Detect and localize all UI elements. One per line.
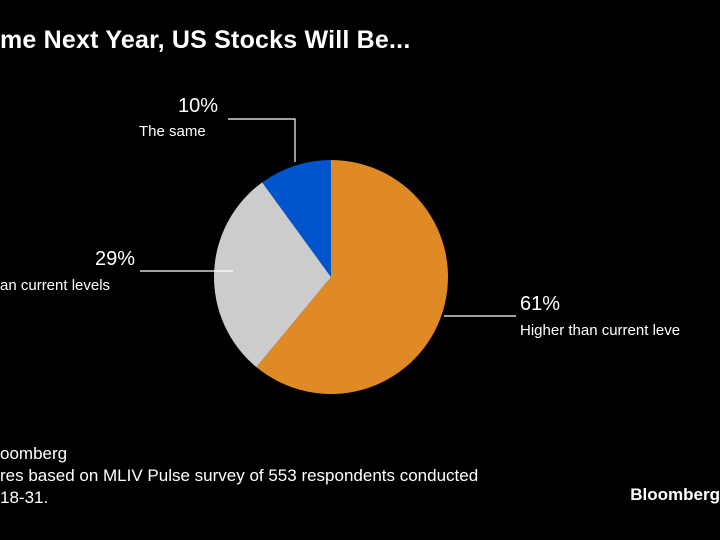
pie-slice-2 [262, 160, 331, 277]
chart-title: me Next Year, US Stocks Will Be... [0, 26, 411, 54]
footer: oomberg res based on MLIV Pulse survey o… [0, 443, 478, 509]
data-label-the-same-name: The same [139, 123, 206, 140]
pie-slices [214, 160, 448, 394]
bloomberg-logo: Bloomberg [630, 485, 720, 504]
survey-note: res based on MLIV Pulse survey of 553 re… [0, 466, 479, 485]
data-label-lower-name: an current levels [0, 277, 110, 294]
pie-slice-0 [256, 160, 448, 394]
pie-slice-1 [214, 182, 331, 368]
data-label-lower-value: 29% [95, 248, 135, 270]
data-label-higher-value: 61% [520, 293, 560, 315]
survey-note-date: 18-31. [0, 488, 49, 507]
leader-line-the-same [228, 118, 296, 162]
data-label-the-same-value: 10% [178, 95, 218, 117]
source-note: oomberg [0, 444, 68, 463]
data-label-higher-name: Higher than current leve [520, 322, 680, 339]
